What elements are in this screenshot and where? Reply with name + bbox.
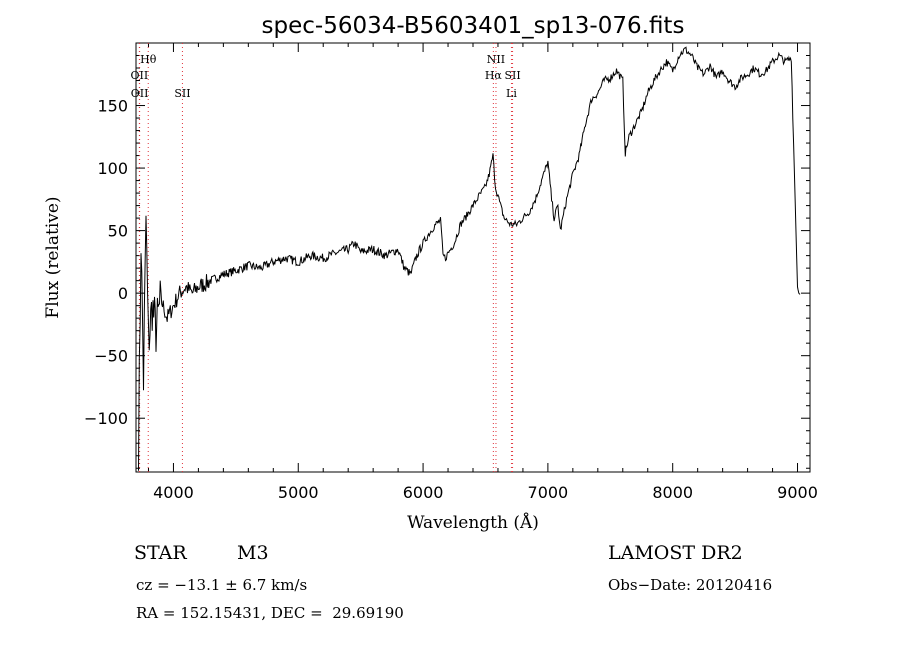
object-type: STAR <box>134 542 187 564</box>
line-marker-label: Hθ <box>140 53 157 66</box>
line-marker-label: Li <box>506 87 517 100</box>
chart-title: spec-56034-B5603401_sp13-076.fits <box>262 13 685 39</box>
redshift-readout: cz = −13.1 ± 6.7 km/s <box>136 576 308 594</box>
line-marker-label: SII <box>504 69 520 82</box>
line-marker-label: NII <box>487 53 505 66</box>
x-tick-label: 4000 <box>153 483 194 502</box>
y-tick-label: 100 <box>97 159 128 178</box>
line-marker-label: SII <box>174 87 190 100</box>
y-tick-label: −100 <box>84 409 128 428</box>
x-tick-label: 6000 <box>403 483 444 502</box>
line-marker-label: Hα <box>485 69 503 82</box>
plot-frame <box>135 42 811 473</box>
x-tick-label: 9000 <box>777 483 818 502</box>
y-tick-label: 150 <box>97 97 128 116</box>
coordinates-readout: RA = 152.15431, DEC = 29.69190 <box>136 604 404 622</box>
x-tick-label: 7000 <box>528 483 569 502</box>
observation-date: Obs−Date: 20120416 <box>608 576 773 594</box>
line-marker-label: OII <box>131 87 149 100</box>
spectrum-series <box>138 46 801 471</box>
x-tick-label: 8000 <box>652 483 693 502</box>
y-tick-label: 0 <box>118 284 128 303</box>
y-axis-label: Flux (relative) <box>43 196 63 318</box>
x-tick-label: 5000 <box>278 483 319 502</box>
y-tick-label: −50 <box>94 347 128 366</box>
y-tick-label: 50 <box>108 222 128 241</box>
survey-name: LAMOST DR2 <box>608 542 743 564</box>
x-axis-label: Wavelength (Å) <box>407 512 539 533</box>
object-subclass: M3 <box>237 542 269 564</box>
